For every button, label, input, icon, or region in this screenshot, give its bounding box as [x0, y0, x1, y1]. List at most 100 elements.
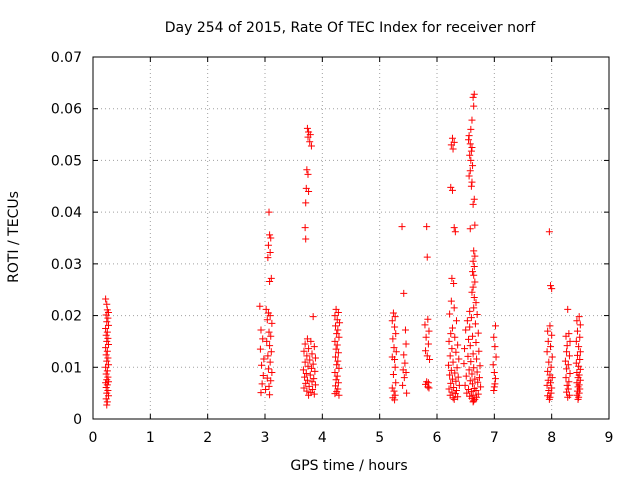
- data-point: [489, 361, 497, 369]
- data-point: [103, 357, 111, 365]
- data-point: [471, 252, 479, 260]
- data-point: [473, 368, 481, 376]
- data-point: [467, 156, 475, 164]
- data-point: [257, 389, 265, 397]
- data-point: [474, 378, 482, 386]
- data-point: [573, 317, 581, 325]
- data-point: [258, 361, 266, 369]
- data-point: [423, 223, 431, 231]
- data-point: [470, 90, 478, 98]
- data-point: [103, 401, 111, 409]
- data-point: [447, 379, 455, 387]
- data-point: [545, 358, 553, 366]
- data-point: [267, 348, 275, 356]
- data-point: [472, 299, 480, 307]
- data-point: [332, 353, 340, 361]
- data-point: [449, 145, 457, 153]
- data-point: [563, 365, 571, 373]
- data-point: [447, 330, 455, 338]
- data-point: [400, 289, 408, 297]
- data-point: [492, 353, 500, 361]
- data-point: [334, 357, 342, 365]
- data-point: [103, 367, 111, 375]
- data-point: [102, 370, 110, 378]
- data-point: [398, 223, 406, 231]
- data-point: [475, 347, 483, 355]
- data-point: [332, 345, 340, 353]
- data-point: [262, 305, 270, 313]
- data-point: [334, 379, 342, 387]
- data-point: [424, 379, 432, 387]
- data-point: [390, 344, 398, 352]
- data-point: [548, 285, 556, 293]
- data-point: [566, 369, 574, 377]
- grid-lines: [93, 57, 609, 419]
- data-point: [331, 390, 339, 398]
- data-point: [450, 304, 458, 312]
- data-point: [450, 224, 458, 232]
- data-point: [470, 304, 478, 312]
- data-point: [573, 351, 581, 359]
- data-point: [309, 386, 317, 394]
- data-point: [104, 378, 112, 386]
- data-point: [307, 337, 315, 345]
- data-point: [451, 228, 459, 236]
- data-point: [474, 329, 482, 337]
- data-point: [421, 321, 429, 329]
- data-point: [103, 337, 111, 345]
- data-point: [566, 337, 574, 345]
- data-point: [446, 352, 454, 360]
- data-point: [444, 361, 452, 369]
- data-point: [471, 221, 479, 229]
- data-point: [301, 340, 309, 348]
- data-point: [259, 372, 267, 380]
- data-point: [465, 335, 473, 343]
- data-point: [451, 333, 459, 341]
- data-point: [310, 390, 318, 398]
- data-point: [309, 360, 317, 368]
- data-point: [472, 338, 480, 346]
- x-axis-label: GPS time / hours: [290, 458, 407, 474]
- data-point: [470, 247, 478, 255]
- data-point: [307, 142, 315, 150]
- data-point: [104, 334, 112, 342]
- data-point: [391, 323, 399, 331]
- data-point: [575, 313, 583, 321]
- x-tick-label: 4: [318, 430, 327, 446]
- x-tick-labels: 0 1 2 3 4 5 6 7 8 9: [89, 430, 614, 446]
- data-point: [576, 348, 584, 356]
- data-point: [491, 343, 499, 351]
- data-point: [469, 257, 477, 265]
- data-point: [547, 343, 555, 351]
- data-point: [103, 328, 111, 336]
- data-point: [474, 390, 482, 398]
- data-point: [576, 321, 584, 329]
- data-point: [543, 381, 551, 389]
- y-tick-label: 0.07: [51, 50, 82, 66]
- x-tick-label: 6: [433, 430, 442, 446]
- data-point: [463, 389, 471, 397]
- data-point: [563, 388, 571, 396]
- data-point: [403, 389, 411, 397]
- data-point: [450, 280, 458, 288]
- data-point: [102, 351, 110, 359]
- data-point: [333, 372, 341, 380]
- data-point: [422, 333, 430, 341]
- data-point: [268, 368, 276, 376]
- data-point: [333, 341, 341, 349]
- x-tick-label: 5: [375, 430, 384, 446]
- data-point: [300, 347, 308, 355]
- data-point: [267, 234, 275, 242]
- data-point: [490, 333, 498, 341]
- data-point: [392, 379, 400, 387]
- data-point: [469, 162, 477, 170]
- data-points: [102, 90, 584, 409]
- data-point: [424, 315, 432, 323]
- y-tick-label: 0.02: [51, 309, 82, 325]
- data-point: [469, 268, 477, 276]
- data-point: [448, 324, 456, 332]
- data-point: [544, 367, 552, 375]
- data-point: [468, 178, 476, 186]
- data-point: [423, 253, 431, 261]
